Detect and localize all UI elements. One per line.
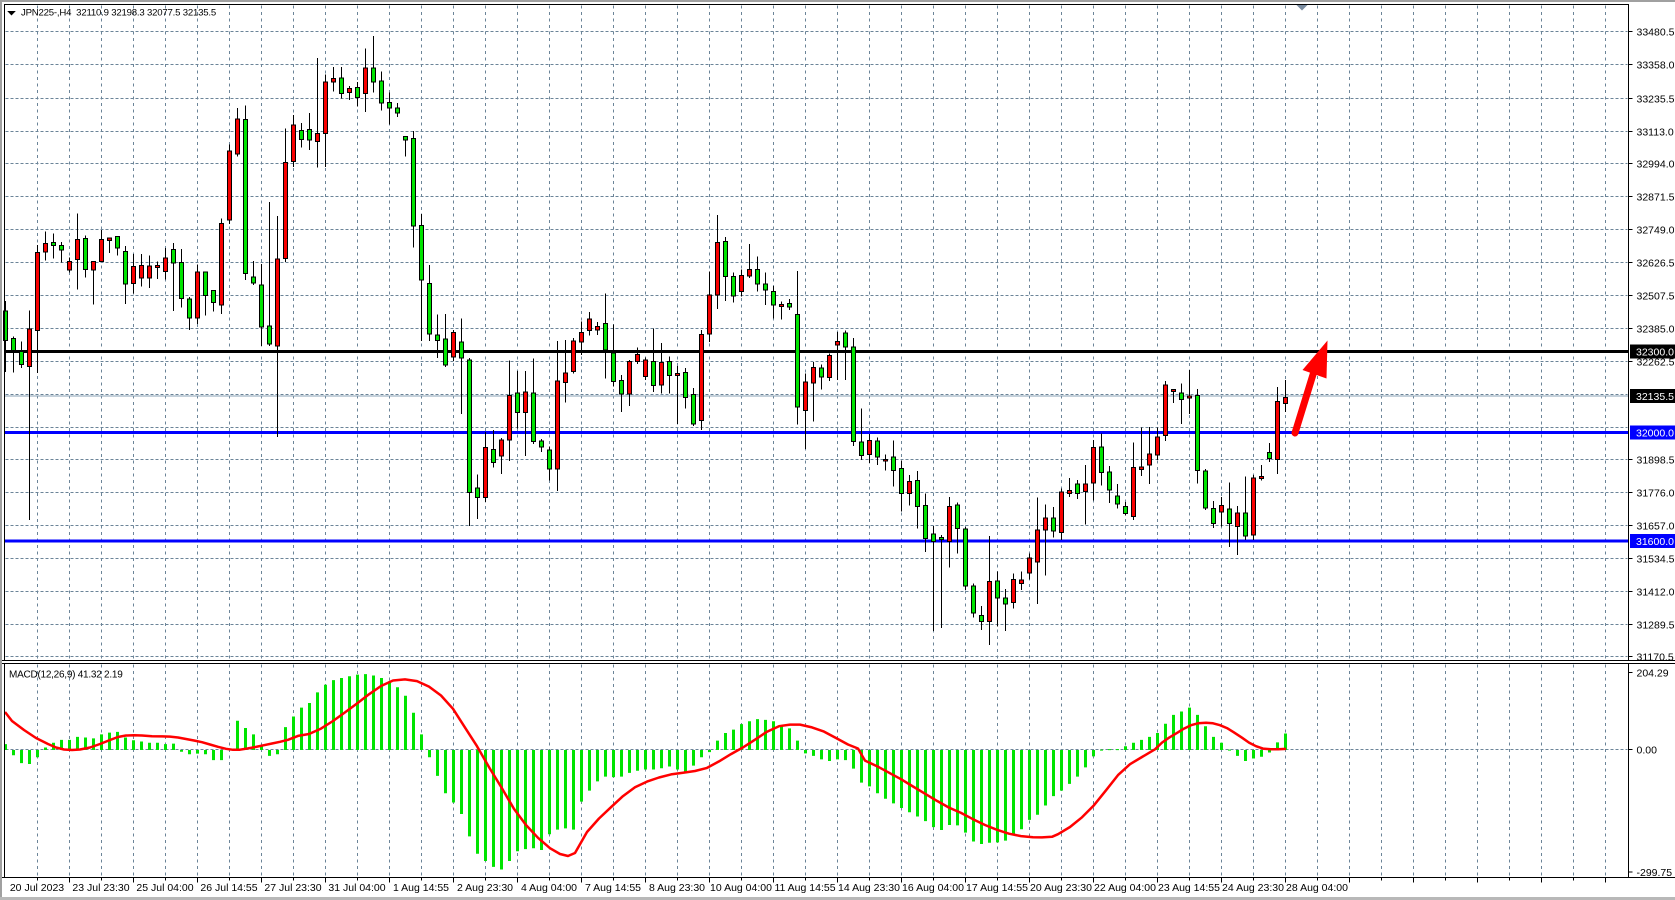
svg-text:31657.0: 31657.0 — [1637, 521, 1675, 533]
svg-text:31898.5: 31898.5 — [1637, 455, 1675, 467]
svg-text:10 Aug 04:00: 10 Aug 04:00 — [710, 882, 772, 894]
svg-text:2 Aug 23:30: 2 Aug 23:30 — [457, 882, 513, 894]
svg-text:27 Jul 23:30: 27 Jul 23:30 — [264, 882, 321, 894]
svg-text:31 Jul 04:00: 31 Jul 04:00 — [328, 882, 385, 894]
svg-text:31412.0: 31412.0 — [1637, 587, 1675, 599]
svg-text:32749.0: 32749.0 — [1637, 225, 1675, 237]
svg-text:33113.0: 33113.0 — [1637, 127, 1674, 139]
svg-text:0.00: 0.00 — [1637, 745, 1658, 757]
svg-text:7 Aug 14:55: 7 Aug 14:55 — [585, 882, 641, 894]
svg-text:31170.5: 31170.5 — [1637, 652, 1674, 664]
svg-text:32262.5: 32262.5 — [1637, 357, 1675, 369]
svg-text:25 Jul 04:00: 25 Jul 04:00 — [136, 882, 193, 894]
svg-text:204.29: 204.29 — [1637, 668, 1669, 680]
svg-text:32626.5: 32626.5 — [1637, 258, 1675, 270]
svg-text:-299.75: -299.75 — [1637, 867, 1673, 879]
svg-text:32300.0: 32300.0 — [1636, 347, 1674, 359]
svg-text:23 Aug 14:55: 23 Aug 14:55 — [1158, 882, 1220, 894]
svg-text:20 Aug 23:30: 20 Aug 23:30 — [1030, 882, 1092, 894]
svg-text:28 Aug 04:00: 28 Aug 04:00 — [1286, 882, 1348, 894]
svg-text:16 Aug 04:00: 16 Aug 04:00 — [902, 882, 964, 894]
svg-text:24 Aug 23:30: 24 Aug 23:30 — [1222, 882, 1284, 894]
svg-text:4 Aug 04:00: 4 Aug 04:00 — [521, 882, 577, 894]
svg-text:31600.0: 31600.0 — [1636, 536, 1674, 548]
svg-text:8 Aug 23:30: 8 Aug 23:30 — [649, 882, 705, 894]
svg-text:31289.5: 31289.5 — [1637, 620, 1675, 632]
svg-text:32385.0: 32385.0 — [1637, 324, 1675, 336]
svg-text:20 Jul 2023: 20 Jul 2023 — [10, 882, 64, 894]
svg-text:32994.0: 32994.0 — [1637, 159, 1675, 171]
svg-text:33480.5: 33480.5 — [1637, 27, 1675, 39]
svg-text:11 Aug 14:55: 11 Aug 14:55 — [774, 882, 835, 894]
svg-text:32507.5: 32507.5 — [1637, 291, 1675, 303]
svg-text:JPN225-,H4 32110.9 32198.3 32: JPN225-,H4 32110.9 32198.3 32077.5 32135… — [21, 8, 216, 19]
svg-text:26 Jul 14:55: 26 Jul 14:55 — [200, 882, 257, 894]
svg-text:31776.0: 31776.0 — [1637, 488, 1675, 500]
svg-text:32871.5: 32871.5 — [1637, 192, 1675, 204]
svg-text:22 Aug 04:00: 22 Aug 04:00 — [1094, 882, 1156, 894]
svg-text:23 Jul 23:30: 23 Jul 23:30 — [72, 882, 129, 894]
svg-text:14 Aug 23:30: 14 Aug 23:30 — [838, 882, 900, 894]
svg-text:31534.5: 31534.5 — [1637, 554, 1675, 566]
svg-text:17 Aug 14:55: 17 Aug 14:55 — [966, 882, 1028, 894]
svg-text:32135.5: 32135.5 — [1636, 391, 1674, 403]
svg-text:1 Aug 14:55: 1 Aug 14:55 — [393, 882, 449, 894]
svg-text:33358.0: 33358.0 — [1637, 60, 1675, 72]
svg-text:32000.0: 32000.0 — [1636, 428, 1674, 440]
svg-text:33235.5: 33235.5 — [1637, 94, 1675, 106]
svg-text:MACD(12,26,9) 41.32 2.19: MACD(12,26,9) 41.32 2.19 — [9, 670, 123, 681]
